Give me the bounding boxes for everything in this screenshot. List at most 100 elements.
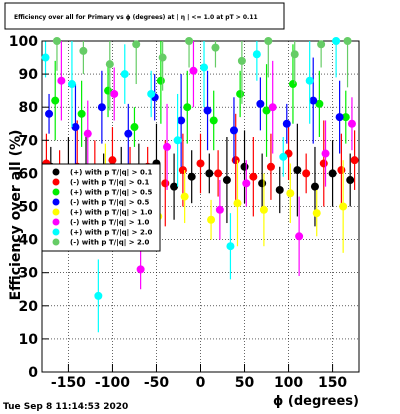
x-tick-label: 100 (274, 375, 303, 391)
y-tick-label: 20 (19, 299, 39, 315)
legend-label: (-) with p T/|q| > 0.1 (70, 179, 150, 188)
data-point (279, 152, 288, 161)
data-point (282, 119, 291, 128)
data-point (233, 199, 242, 208)
x-axis-title: ϕ (degrees) (273, 394, 359, 409)
data-point (196, 159, 205, 168)
series-4 (45, 57, 344, 171)
data-point (177, 116, 186, 125)
data-point (229, 126, 238, 135)
y-tick-label: 40 (19, 233, 39, 249)
chart-title: Efficiency over all for Primary vs ϕ (de… (14, 14, 258, 21)
data-point (343, 37, 352, 45)
data-point (231, 156, 240, 165)
data-point (240, 162, 249, 171)
data-point (183, 103, 192, 112)
legend: (+) with p T/|q| > 0.1(-) with p T/|q| >… (41, 163, 161, 252)
data-point (309, 96, 318, 105)
data-point (302, 169, 311, 178)
data-point (337, 166, 346, 175)
data-point (264, 37, 273, 45)
legend-label: (-) with p T/|q| > 1.0 (70, 219, 150, 228)
data-point (105, 60, 114, 69)
data-point (295, 232, 304, 241)
x-tick-label: -50 (144, 375, 170, 391)
data-point (130, 123, 139, 132)
legend-marker (52, 208, 60, 216)
data-point (312, 209, 321, 218)
y-tick-label: 70 (19, 133, 39, 149)
data-point (341, 113, 350, 122)
data-point (156, 76, 165, 85)
data-point (71, 123, 80, 132)
data-point (226, 242, 235, 251)
data-point (97, 103, 106, 112)
legend-marker (52, 178, 60, 186)
data-point (120, 70, 129, 79)
legend-marker (52, 188, 60, 196)
data-point (52, 37, 61, 45)
data-point (57, 76, 66, 85)
data-point (237, 56, 246, 65)
data-point (45, 109, 54, 118)
data-point (268, 103, 277, 112)
data-point (328, 169, 337, 178)
y-tick-label: 60 (19, 166, 39, 182)
data-point (83, 129, 92, 138)
data-point (319, 159, 328, 168)
data-point (249, 172, 258, 181)
legend-label: (-) with p T/|q| > 0.5 (70, 199, 150, 208)
data-point (209, 116, 218, 125)
data-point (163, 142, 172, 151)
data-point (207, 215, 216, 224)
data-point (124, 129, 133, 138)
data-point (94, 291, 103, 300)
data-point (180, 192, 189, 201)
series-8 (52, 37, 352, 111)
data-point (161, 179, 170, 188)
y-tick-label: 90 (19, 67, 39, 83)
data-point (286, 189, 295, 198)
data-point (266, 162, 275, 171)
data-point (256, 99, 265, 108)
data-point (67, 80, 76, 89)
data-point (236, 89, 245, 98)
data-point (41, 53, 50, 62)
data-point (259, 205, 268, 214)
data-point (335, 113, 344, 122)
y-tick-label: 30 (19, 266, 39, 282)
legend-label: (+) with p T/|q| > 0.1 (70, 169, 153, 178)
data-point (214, 169, 223, 178)
data-point (339, 202, 348, 211)
legend-label: (+) with p T/|q| > 2.0 (70, 229, 153, 238)
data-point (211, 43, 220, 52)
data-point (290, 50, 299, 59)
data-point (178, 166, 187, 175)
data-point (187, 172, 196, 181)
data-point (136, 265, 145, 274)
data-point (108, 156, 117, 165)
data-point (332, 37, 341, 45)
x-tick-label: -100 (95, 375, 130, 391)
legend-label: (-) with p T/|q| > 2.0 (70, 239, 150, 248)
x-tick-label: 0 (196, 375, 206, 391)
data-point (132, 40, 141, 49)
data-point (215, 205, 224, 214)
data-point (51, 96, 60, 105)
data-point (275, 185, 284, 194)
data-point (200, 63, 209, 72)
data-point (110, 89, 119, 98)
axis-ticks: 0 10 20 30 40 50 60 70 80 90 100 -150 -100 -50 0 50 100 1… (9, 34, 348, 391)
data-point (170, 182, 179, 191)
y-axis-title: Efficiency over all (%) (8, 130, 24, 301)
x-tick-label: 150 (318, 375, 347, 391)
legend-marker (52, 218, 60, 226)
legend-marker (52, 228, 60, 236)
data-point (147, 89, 156, 98)
data-point (203, 106, 212, 115)
data-point (79, 46, 88, 55)
data-point (288, 80, 297, 89)
data-point (315, 99, 324, 108)
title-box (4, 2, 285, 30)
